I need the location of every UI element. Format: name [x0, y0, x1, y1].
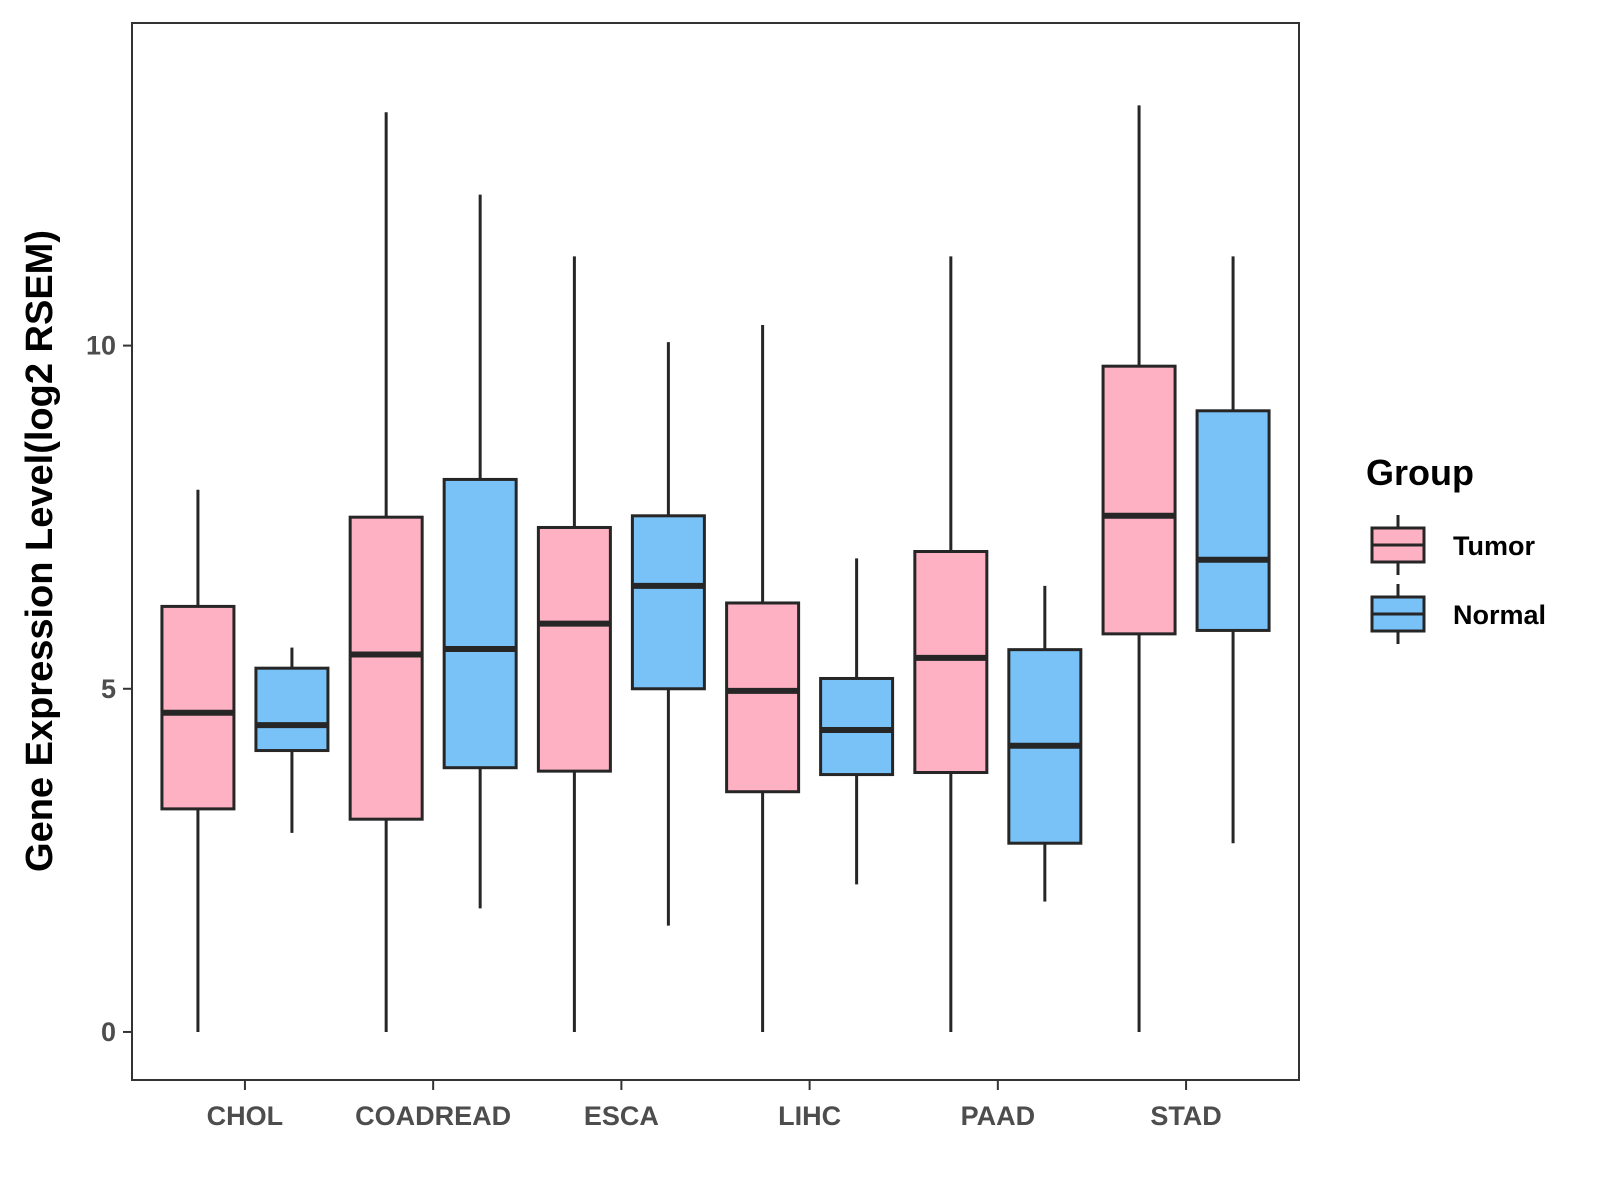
box-iqr: [348, 515, 424, 821]
legend: Group Tumor Normal: [1366, 452, 1546, 644]
x-axis: CHOL COADREAD ESCA LIHC PAAD STAD: [207, 1080, 1222, 1131]
box-stad-tumor: [1101, 105, 1177, 1032]
box-chol-normal: [254, 647, 330, 833]
y-axis: 0 5 10: [86, 331, 132, 1047]
box-stad-normal: [1195, 256, 1271, 844]
box-coadread-tumor: [348, 112, 424, 1032]
legend-title: Group: [1366, 452, 1474, 493]
legend-keys: Tumor Normal: [1370, 515, 1546, 644]
box-iqr: [913, 550, 989, 775]
legend-key-normal: Normal: [1370, 584, 1546, 644]
boxes-layer: [160, 105, 1271, 1032]
box-iqr: [254, 666, 330, 753]
box-iqr: [442, 477, 518, 770]
box-esca-tumor: [536, 256, 612, 1032]
box-esca-normal: [630, 342, 706, 926]
x-tick-label-stad: STAD: [1150, 1101, 1222, 1131]
x-tick-label-coadread: COADREAD: [355, 1101, 511, 1131]
box-paad-tumor: [913, 256, 989, 1032]
box-coadread-normal: [442, 194, 518, 909]
y-tick-label: 5: [101, 674, 116, 704]
box-iqr: [1101, 364, 1177, 636]
legend-label-tumor: Tumor: [1453, 531, 1535, 561]
legend-key-tumor: Tumor: [1370, 515, 1535, 575]
box-iqr: [725, 601, 801, 794]
legend-label-normal: Normal: [1453, 600, 1546, 630]
box-lihc-normal: [819, 558, 895, 885]
x-tick-label-chol: CHOL: [207, 1101, 284, 1131]
plot-panel-border: [131, 22, 1300, 1081]
box-iqr: [160, 604, 236, 811]
box-iqr: [819, 676, 895, 777]
y-tick-label: 0: [101, 1017, 116, 1047]
box-chol-tumor: [160, 489, 236, 1032]
box-iqr: [536, 525, 612, 773]
x-tick-label-esca: ESCA: [584, 1101, 659, 1131]
box-paad-normal: [1007, 585, 1083, 902]
x-tick-label-lihc: LIHC: [778, 1101, 841, 1131]
box-iqr: [1195, 409, 1271, 632]
y-axis-title: Gene Expression Level(log2 RSEM): [19, 230, 61, 872]
box-lihc-tumor: [725, 325, 801, 1032]
x-tick-label-paad: PAAD: [961, 1101, 1036, 1131]
box-iqr: [630, 514, 706, 691]
y-tick-label: 10: [86, 331, 116, 361]
